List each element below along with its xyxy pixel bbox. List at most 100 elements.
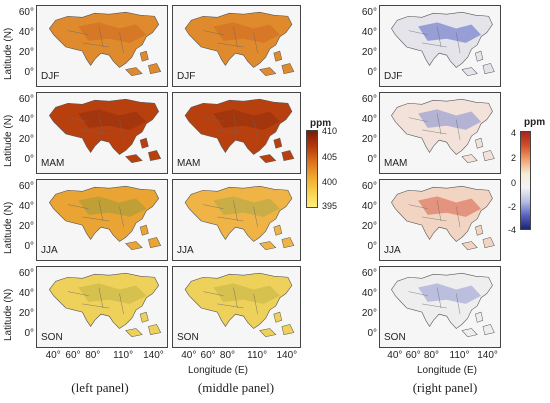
map-panel-right-jja: JJA [379, 179, 501, 261]
x-tick-label: 110° [449, 350, 470, 361]
map-panel-left-djf: DJF [36, 5, 168, 87]
y-tick-label: 0° [367, 241, 377, 252]
y-tick-label: 40° [18, 201, 34, 212]
season-label: SON [384, 332, 406, 343]
y-tick-label: 60° [18, 268, 34, 279]
y-tick-label: 20° [361, 221, 377, 232]
y-tick-label: 40° [18, 288, 34, 299]
y-tick-label: 60° [361, 268, 377, 279]
y-tick-label: 60° [18, 7, 34, 18]
map-panel-mid-djf: DJF [172, 5, 301, 87]
asia-map [48, 272, 162, 337]
y-tick-label: 60° [18, 94, 34, 105]
x-tick-label: 60° [405, 350, 421, 361]
map-panel-mid-son: SON [172, 266, 301, 348]
y-tick-label: 60° [18, 181, 34, 192]
y-tick-label: 20° [361, 308, 377, 319]
x-tick-label: 40° [387, 350, 403, 361]
x-tick-label: 140° [276, 350, 298, 361]
y-tick-label: 20° [18, 221, 34, 232]
map-panel-left-mam: MAM [36, 92, 168, 174]
asia-map [184, 11, 295, 76]
x-axis-label-left: Longitude (E) [187, 365, 249, 376]
season-label: SON [177, 332, 199, 343]
asia-map [184, 272, 295, 337]
y-tick-label: 60° [361, 181, 377, 192]
colorbar-diff-tick: 4 [510, 128, 516, 138]
asia-map [48, 11, 162, 76]
y-tick-label: 40° [18, 114, 34, 125]
y-axis-label-4: Latitude (N) [3, 288, 14, 341]
y-tick-label: 60° [361, 7, 377, 18]
colorbar-diff-title: ppm [524, 117, 546, 128]
colorbar-diff-tick: 0 [510, 178, 516, 188]
y-tick-label: 40° [361, 288, 377, 299]
y-tick-label: 0° [367, 328, 377, 339]
season-label: JJA [41, 245, 58, 256]
season-label: DJF [41, 71, 60, 82]
map-panel-left-jja: JJA [36, 179, 168, 261]
y-tick-label: 40° [18, 27, 34, 38]
y-axis-label-1: Latitude (N) [3, 27, 14, 80]
colorbar-conc-tick: 410 [322, 126, 338, 136]
colorbar-diff-tick: -4 [507, 225, 516, 235]
x-tick-label: 40° [181, 350, 197, 361]
y-axis-label-2: Latitude (N) [3, 114, 14, 167]
season-label: DJF [384, 71, 403, 82]
x-tick-label: 140° [143, 350, 164, 361]
season-label: MAM [384, 158, 408, 169]
y-tick-label: 0° [24, 241, 34, 252]
season-label: MAM [177, 158, 201, 169]
y-tick-label: 0° [367, 154, 377, 165]
middle-panel-caption: (middle panel) [197, 380, 275, 395]
asia-map [391, 272, 495, 337]
asia-map [184, 185, 295, 250]
y-tick-label: 20° [361, 134, 377, 145]
x-tick-label: 110° [247, 350, 268, 361]
map-panel-left-son: SON [36, 266, 168, 348]
asia-map [391, 11, 495, 76]
map-panel-right-mam: MAM [379, 92, 501, 174]
y-tick-label: 20° [18, 134, 34, 145]
x-tick-label: 60° [65, 350, 81, 361]
y-tick-label: 0° [24, 154, 34, 165]
colorbar-difference [520, 131, 531, 230]
asia-map [184, 98, 295, 163]
y-tick-label: 20° [361, 47, 377, 58]
y-tick-label: 20° [18, 308, 34, 319]
y-tick-label: 0° [24, 67, 34, 78]
colorbar-concentration [306, 130, 318, 208]
map-panel-mid-mam: MAM [172, 92, 301, 174]
map-panel-mid-jja: JJA [172, 179, 301, 261]
colorbar-conc-title: ppm [310, 118, 332, 129]
colorbar-conc-tick: 395 [322, 201, 338, 211]
y-tick-label: 40° [361, 27, 377, 38]
x-tick-label: 80° [423, 350, 440, 361]
map-panel-right-son: SON [379, 266, 501, 348]
y-tick-label: 40° [361, 114, 377, 125]
x-tick-label: 80° [219, 350, 236, 361]
colorbar-conc-tick: 405 [322, 152, 338, 162]
season-label: SON [41, 332, 63, 343]
x-tick-label: 110° [113, 350, 134, 361]
y-tick-label: 40° [361, 201, 377, 212]
y-tick-label: 0° [24, 328, 34, 339]
season-label: JJA [384, 245, 401, 256]
season-label: MAM [41, 158, 65, 169]
asia-map [391, 185, 495, 250]
x-tick-label: 80° [85, 350, 101, 361]
colorbar-diff-tick: 2 [510, 153, 516, 163]
asia-map [391, 98, 495, 163]
x-tick-label: 40° [45, 350, 61, 361]
asia-map [48, 98, 162, 163]
season-label: JJA [177, 245, 194, 256]
x-tick-label: 140° [477, 350, 498, 361]
colorbar-conc-tick: 400 [322, 177, 338, 187]
y-tick-label: 0° [367, 67, 377, 78]
x-tick-label: 60° [200, 350, 216, 361]
left-panel-caption: (left panel) [71, 380, 129, 395]
asia-map [48, 185, 162, 250]
y-tick-label: 60° [361, 94, 377, 105]
map-panel-right-djf: DJF [379, 5, 501, 87]
season-label: DJF [177, 71, 196, 82]
